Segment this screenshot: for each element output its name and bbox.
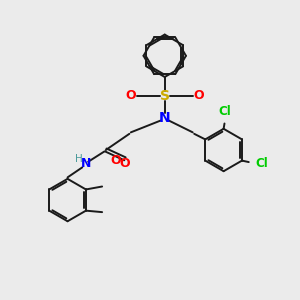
Text: O: O	[111, 154, 122, 167]
Text: O: O	[125, 89, 136, 102]
Text: N: N	[159, 111, 170, 124]
Text: N: N	[81, 157, 91, 170]
Text: O: O	[193, 89, 204, 102]
Text: H: H	[75, 154, 82, 164]
Text: O: O	[120, 157, 130, 170]
Text: Cl: Cl	[255, 157, 268, 170]
Text: S: S	[160, 88, 170, 103]
Text: Cl: Cl	[219, 105, 232, 118]
